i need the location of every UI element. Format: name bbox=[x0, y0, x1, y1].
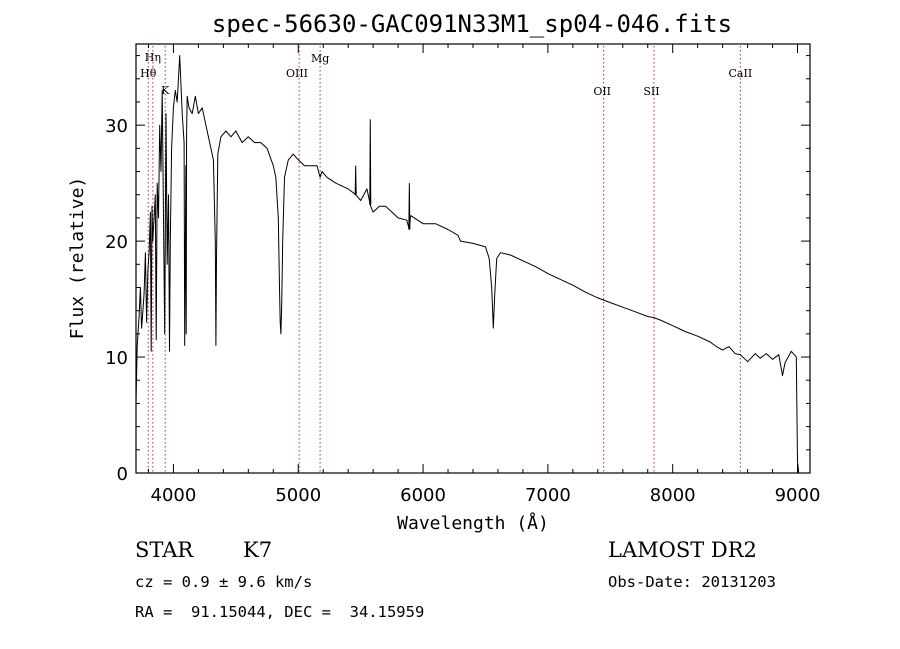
y-tick-label-10: 10 bbox=[105, 348, 128, 369]
marker-label-3: OIII bbox=[286, 67, 308, 80]
x-tick-label-6000: 6000 bbox=[400, 485, 446, 506]
y-axis-label: Flux (relative) bbox=[67, 177, 88, 340]
marker-label-5: OII bbox=[593, 85, 611, 98]
y-tick-label-20: 20 bbox=[105, 232, 128, 253]
marker-label-2: K bbox=[161, 84, 170, 97]
y-tick-label-30: 30 bbox=[105, 116, 128, 137]
object-subclass: K7 bbox=[243, 538, 273, 562]
spike-0 bbox=[354, 165, 357, 195]
plot-frame bbox=[135, 43, 811, 474]
x-tick-label-9000: 9000 bbox=[775, 485, 821, 506]
spectrum-line bbox=[135, 55, 800, 474]
spike-2 bbox=[408, 183, 411, 230]
y-tick-label-0: 0 bbox=[117, 464, 128, 485]
x-axis-label: Wavelength (Å) bbox=[397, 512, 549, 534]
x-tick-label-5000: 5000 bbox=[275, 485, 321, 506]
chart-title: spec-56630-GAC091N33M1_sp04-046.fits bbox=[212, 10, 732, 38]
survey-name: LAMOST DR2 bbox=[608, 538, 757, 562]
coordinates: RA = 91.15044, DEC = 34.15959 bbox=[135, 603, 425, 621]
x-tick-label-4000: 4000 bbox=[151, 485, 197, 506]
marker-label-0: Hη bbox=[145, 51, 161, 64]
x-tick-label-7000: 7000 bbox=[525, 485, 571, 506]
spike-1 bbox=[369, 119, 372, 205]
object-type: STAR bbox=[135, 538, 194, 562]
marker-label-6: SII bbox=[643, 85, 659, 98]
tick-labels: 4000 5000 6000 7000 8000 9000 0 10 20 30 bbox=[105, 116, 820, 506]
redshift-velocity: cz = 0.9 ± 9.6 km/s bbox=[135, 573, 313, 591]
marker-label-7: CaII bbox=[729, 67, 753, 80]
marker-label-1: Hθ bbox=[140, 67, 157, 80]
x-tick-label-8000: 8000 bbox=[650, 485, 696, 506]
observation-date: Obs-Date: 20131203 bbox=[608, 573, 776, 591]
emission-spikes bbox=[354, 119, 411, 230]
marker-label-4: Mg bbox=[311, 52, 329, 65]
axis-ticks bbox=[136, 44, 810, 474]
